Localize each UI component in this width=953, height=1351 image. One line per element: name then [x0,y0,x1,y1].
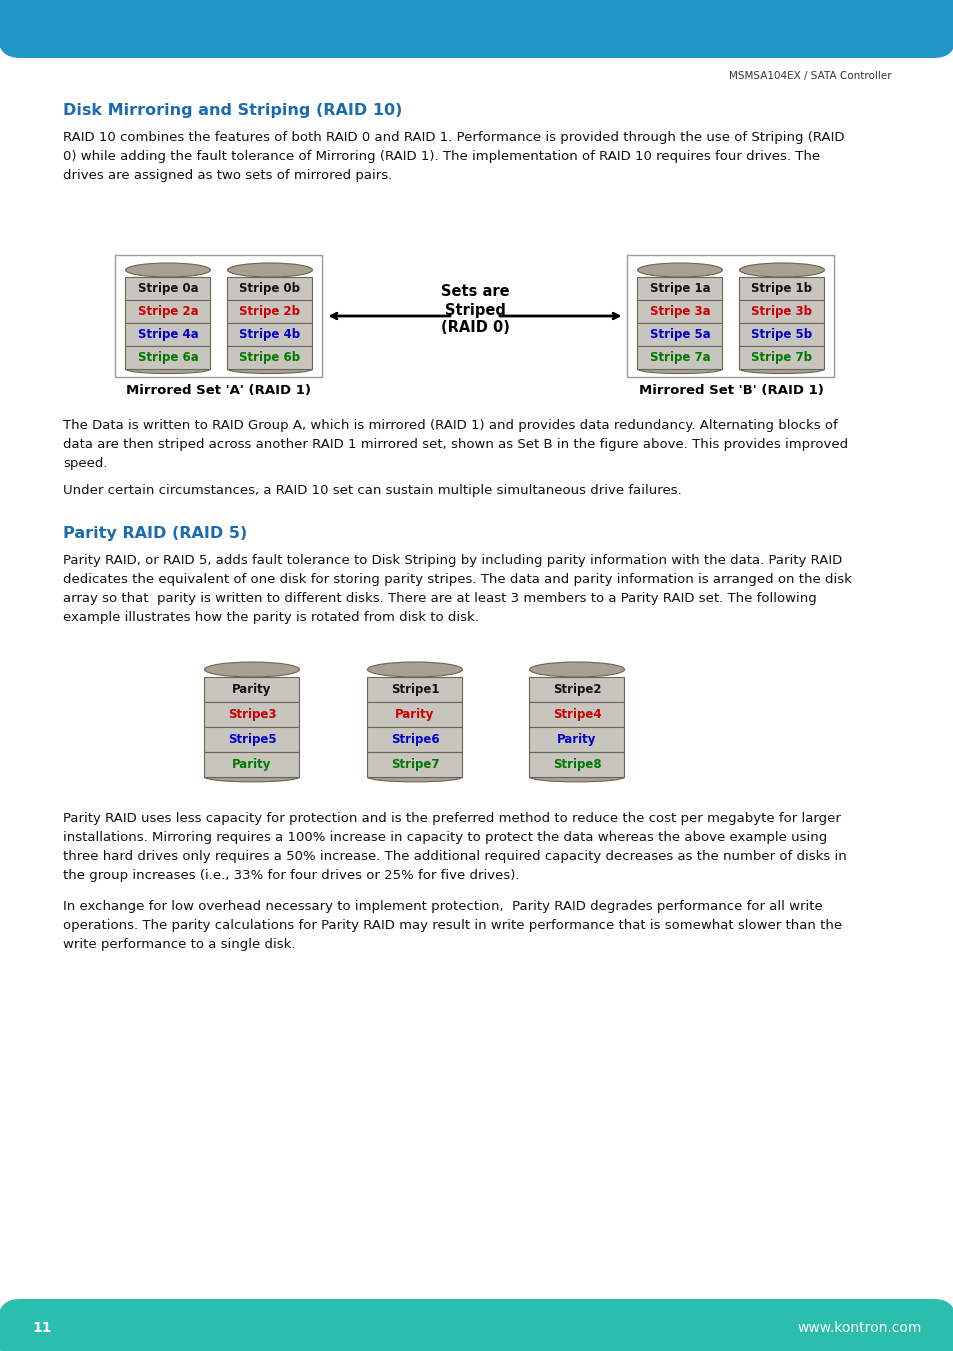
Bar [204,727,299,753]
Text: Stripe 0b: Stripe 0b [239,282,300,295]
Ellipse shape [637,263,721,277]
Text: (RAID 0): (RAID 0) [440,320,509,335]
Ellipse shape [637,365,721,373]
Bar [367,703,462,727]
Text: Stripe8: Stripe8 [552,758,600,771]
Text: Stripe 7a: Stripe 7a [649,351,710,363]
Text: Mirrored Set 'B' (RAID 1): Mirrored Set 'B' (RAID 1) [638,384,822,397]
Bar [227,323,313,346]
Bar [367,677,462,703]
Bar [529,677,624,703]
Text: Stripe3: Stripe3 [228,708,276,721]
Text: Parity: Parity [557,734,596,746]
Bar [126,346,211,369]
Text: The Data is written to RAID Group A, which is mirrored (RAID 1) and provides dat: The Data is written to RAID Group A, whi… [63,419,847,470]
Text: Stripe 0a: Stripe 0a [137,282,198,295]
Text: Stripe 2a: Stripe 2a [137,305,198,317]
Text: Stripe1: Stripe1 [391,684,438,696]
Bar [126,277,211,300]
Text: 11: 11 [32,1321,51,1335]
Text: Stripe6: Stripe6 [391,734,438,746]
Ellipse shape [204,773,299,782]
Ellipse shape [126,365,211,373]
Text: www.kontron.com: www.kontron.com [797,1321,921,1335]
Text: Stripe7: Stripe7 [391,758,438,771]
Text: Disk Mirroring and Striping (RAID 10): Disk Mirroring and Striping (RAID 10) [63,103,402,118]
Bar [204,753,299,777]
Text: Sets are: Sets are [440,285,509,300]
Text: MSMSA104EX / SATA Controller: MSMSA104EX / SATA Controller [729,72,891,81]
FancyBboxPatch shape [0,1300,953,1351]
Ellipse shape [204,662,299,677]
Bar [204,703,299,727]
Bar [739,346,823,369]
Bar [204,677,299,703]
Text: Stripe 6a: Stripe 6a [137,351,198,363]
Bar [529,727,624,753]
Ellipse shape [739,365,823,373]
Bar [227,300,313,323]
Bar [637,346,721,369]
Text: Stripe 4b: Stripe 4b [239,328,300,340]
Text: Parity: Parity [395,708,435,721]
Text: Parity: Parity [233,758,272,771]
Ellipse shape [529,773,624,782]
Ellipse shape [126,263,211,277]
Bar [637,300,721,323]
Bar [367,727,462,753]
Text: Striped: Striped [444,303,505,317]
Text: Stripe 5b: Stripe 5b [751,328,812,340]
Bar [739,300,823,323]
Text: Parity RAID, or RAID 5, adds fault tolerance to Disk Striping by including parit: Parity RAID, or RAID 5, adds fault toler… [63,554,851,624]
Ellipse shape [529,662,624,677]
Text: Parity: Parity [233,684,272,696]
Bar [529,703,624,727]
Text: Stripe 6b: Stripe 6b [239,351,300,363]
Text: Stripe 1a: Stripe 1a [649,282,710,295]
Ellipse shape [739,263,823,277]
Text: Stripe 4a: Stripe 4a [137,328,198,340]
Text: Parity RAID (RAID 5): Parity RAID (RAID 5) [63,526,247,540]
Text: Stripe 1b: Stripe 1b [751,282,812,295]
Bar [739,323,823,346]
Bar [367,753,462,777]
Ellipse shape [227,365,313,373]
Bar [739,277,823,300]
Bar [115,255,322,377]
Text: Stripe 3b: Stripe 3b [751,305,812,317]
Text: Mirrored Set 'A' (RAID 1): Mirrored Set 'A' (RAID 1) [127,384,312,397]
Bar [126,323,211,346]
Bar [126,300,211,323]
Text: Stripe4: Stripe4 [552,708,600,721]
Ellipse shape [367,773,462,782]
Bar [227,346,313,369]
Bar [227,277,313,300]
Bar [637,277,721,300]
Ellipse shape [367,662,462,677]
Text: RAID 10 combines the features of both RAID 0 and RAID 1. Performance is provided: RAID 10 combines the features of both RA… [63,131,843,182]
Ellipse shape [227,263,313,277]
Text: Stripe 2b: Stripe 2b [239,305,300,317]
Text: Under certain circumstances, a RAID 10 set can sustain multiple simultaneous dri: Under certain circumstances, a RAID 10 s… [63,484,681,497]
Bar [637,323,721,346]
Text: Parity RAID uses less capacity for protection and is the preferred method to red: Parity RAID uses less capacity for prote… [63,812,846,882]
FancyBboxPatch shape [0,0,953,58]
Text: Stripe 7b: Stripe 7b [751,351,812,363]
Bar [529,753,624,777]
Text: In exchange for low overhead necessary to implement protection,  Parity RAID deg: In exchange for low overhead necessary t… [63,900,841,951]
Text: Stripe 3a: Stripe 3a [649,305,710,317]
Text: Stripe2: Stripe2 [552,684,600,696]
Bar [627,255,834,377]
Text: Stripe 5a: Stripe 5a [649,328,710,340]
Text: Stripe5: Stripe5 [228,734,276,746]
